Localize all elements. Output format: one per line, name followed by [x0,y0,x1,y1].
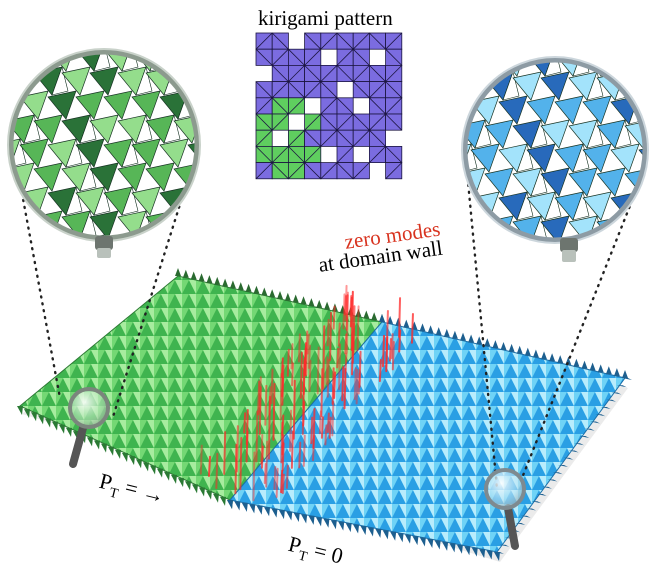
edge-spikes [17,268,632,561]
magnified-view-blue [461,56,649,262]
magnified-view-green [7,48,201,258]
kirigami-sheet [17,268,632,562]
zero-modes-domain-wall [199,284,414,502]
magnifier-icon-left [68,387,110,468]
loupe-handle-icon [95,236,113,258]
kirigami-pattern-grid [255,32,403,180]
magnifier-icon-right [484,468,526,550]
figure-title: kirigami pattern [258,6,393,30]
loupe-handle-icon [560,238,578,262]
